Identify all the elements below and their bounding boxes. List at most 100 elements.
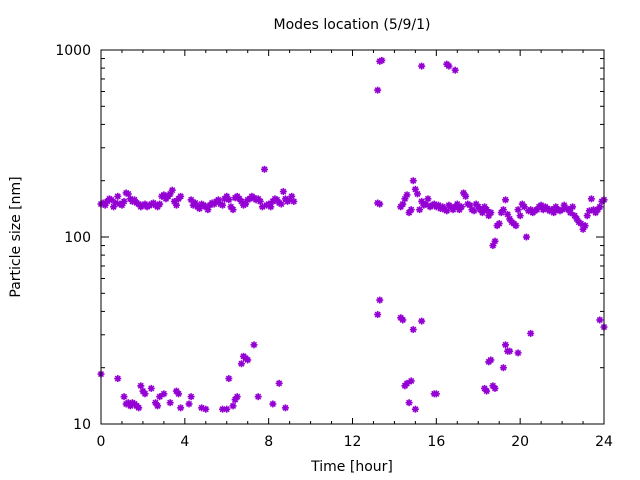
data-point	[233, 393, 241, 401]
y-axis-label: Particle size [nm]	[8, 176, 24, 297]
chart-title: Modes location (5/9/1)	[274, 17, 431, 33]
data-point	[177, 404, 185, 412]
data-point	[168, 186, 176, 194]
data-point	[156, 200, 164, 208]
data-point	[499, 364, 507, 372]
data-point	[187, 393, 195, 401]
data-point	[416, 206, 424, 214]
y-tick-label: 10	[73, 417, 91, 433]
data-point	[501, 341, 509, 349]
data-point	[520, 203, 528, 211]
data-point	[399, 316, 407, 324]
data-point	[514, 206, 522, 214]
data-point	[225, 196, 233, 204]
data-point	[275, 379, 283, 387]
data-point	[558, 206, 566, 214]
x-tick-label: 20	[511, 434, 529, 450]
data-point	[118, 201, 126, 209]
plot-frame	[100, 49, 605, 425]
data-point	[501, 196, 509, 204]
data-point	[506, 347, 514, 355]
data-point	[569, 203, 577, 211]
data-point	[114, 192, 122, 200]
tick-labels: 0 4 8 12 16 20 24 10 100 1000	[55, 43, 613, 450]
data-point	[114, 375, 122, 383]
data-point	[273, 196, 281, 204]
y-tick-label: 1000	[55, 43, 91, 59]
data-point	[260, 165, 268, 173]
data-point	[135, 404, 143, 412]
data-point	[137, 382, 145, 390]
data-point	[462, 192, 470, 200]
data-point	[120, 393, 128, 401]
data-point	[378, 56, 386, 64]
data-point	[172, 201, 180, 209]
data-point	[566, 209, 574, 217]
data-point	[407, 206, 415, 214]
data-point	[457, 203, 465, 211]
data-point	[432, 390, 440, 398]
data-point	[407, 377, 415, 385]
data-point	[514, 349, 522, 357]
data-point	[229, 402, 237, 410]
data-point	[120, 197, 128, 205]
data-point	[571, 212, 579, 220]
data-point	[487, 356, 495, 364]
data-point	[219, 201, 227, 209]
data-point	[411, 185, 419, 193]
data-point	[424, 195, 432, 203]
data-point	[281, 404, 289, 412]
data-point	[409, 326, 417, 334]
data-point	[277, 200, 285, 208]
x-tick-label: 4	[180, 434, 189, 450]
x-tick-label: 16	[427, 434, 445, 450]
data-point	[487, 209, 495, 217]
data-point	[160, 390, 168, 398]
data-point	[185, 400, 193, 408]
data-point	[411, 405, 419, 413]
x-tick-label: 12	[344, 434, 362, 450]
data-point	[269, 400, 277, 408]
data-point	[527, 329, 535, 337]
data-point	[401, 195, 409, 203]
data-point	[413, 190, 421, 198]
data-point	[453, 200, 461, 208]
data-point	[267, 203, 275, 211]
data-point	[244, 356, 252, 364]
data-point	[237, 360, 245, 368]
data-point	[516, 212, 524, 220]
data-point	[225, 375, 233, 383]
data-point	[177, 192, 185, 200]
data-point	[596, 203, 604, 211]
x-tick-label: 24	[595, 434, 613, 450]
data-point	[147, 384, 155, 392]
data-point	[223, 405, 231, 413]
data-point	[229, 206, 237, 214]
data-point	[376, 200, 384, 208]
x-tick-label: 0	[97, 434, 106, 450]
data-point	[256, 197, 264, 205]
data-point	[409, 177, 417, 185]
data-point	[491, 237, 499, 245]
data-points	[97, 56, 608, 413]
data-point	[376, 296, 384, 304]
data-point	[214, 196, 222, 204]
x-axis-label: Time [hour]	[310, 459, 393, 475]
data-point	[405, 399, 413, 407]
data-point	[374, 86, 382, 94]
data-point	[451, 66, 459, 74]
data-point	[418, 62, 426, 70]
y-tick-label: 100	[64, 230, 91, 246]
data-point	[587, 195, 595, 203]
data-point	[250, 341, 258, 349]
data-point	[254, 393, 262, 401]
data-point	[491, 384, 499, 392]
data-point	[478, 209, 486, 217]
x-tick-label: 8	[264, 434, 273, 450]
data-point	[279, 188, 287, 196]
data-point	[107, 196, 115, 204]
data-point	[399, 200, 407, 208]
data-point	[596, 316, 604, 324]
data-point	[374, 311, 382, 319]
